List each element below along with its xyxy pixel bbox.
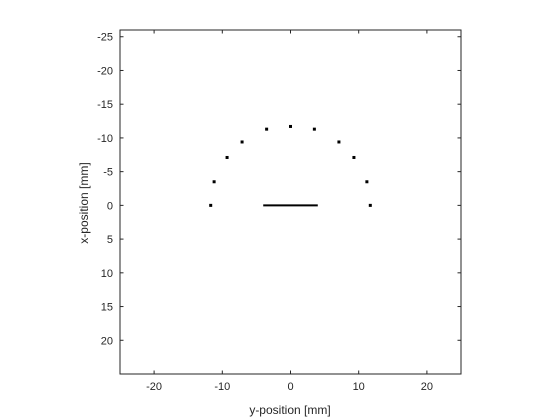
data-point	[209, 203, 213, 207]
y-tick-label: -10	[97, 133, 113, 145]
data-point	[337, 140, 341, 144]
y-tick-label: -20	[97, 65, 113, 77]
x-tick-label: 0	[287, 381, 293, 393]
data-point	[240, 140, 244, 144]
axes-box	[119, 29, 462, 375]
data-point	[368, 203, 372, 207]
y-tick-label: 5	[107, 234, 113, 246]
data-point	[365, 180, 369, 184]
y-tick-label: 10	[101, 268, 113, 280]
data-point	[225, 155, 229, 159]
y-tick-label: 15	[101, 302, 113, 314]
ticks-layer: -20 -10 0 10 20 -25 -20 -15 -10 -5 0 5 10 15 20	[97, 30, 461, 393]
data-point	[212, 180, 216, 184]
x-tick-label: -20	[146, 381, 162, 393]
y-tick-label: -5	[103, 167, 113, 179]
y-tick-label: 0	[107, 200, 113, 212]
y-tick-label: 20	[101, 335, 113, 347]
data-point	[265, 127, 269, 131]
data-point	[352, 155, 356, 159]
x-tick-label: 20	[421, 381, 433, 393]
x-tick-label: 10	[353, 381, 365, 393]
data-point	[312, 127, 316, 131]
x-tick-label: -10	[214, 381, 230, 393]
y-axis-label: x-position [mm]	[77, 162, 91, 243]
plot-area	[119, 29, 462, 375]
y-tick-label: -25	[97, 32, 113, 44]
data-marks	[209, 124, 372, 207]
x-axis-label: y-position [mm]	[249, 403, 330, 417]
y-tick-label: -15	[97, 99, 113, 111]
data-point	[289, 124, 292, 128]
